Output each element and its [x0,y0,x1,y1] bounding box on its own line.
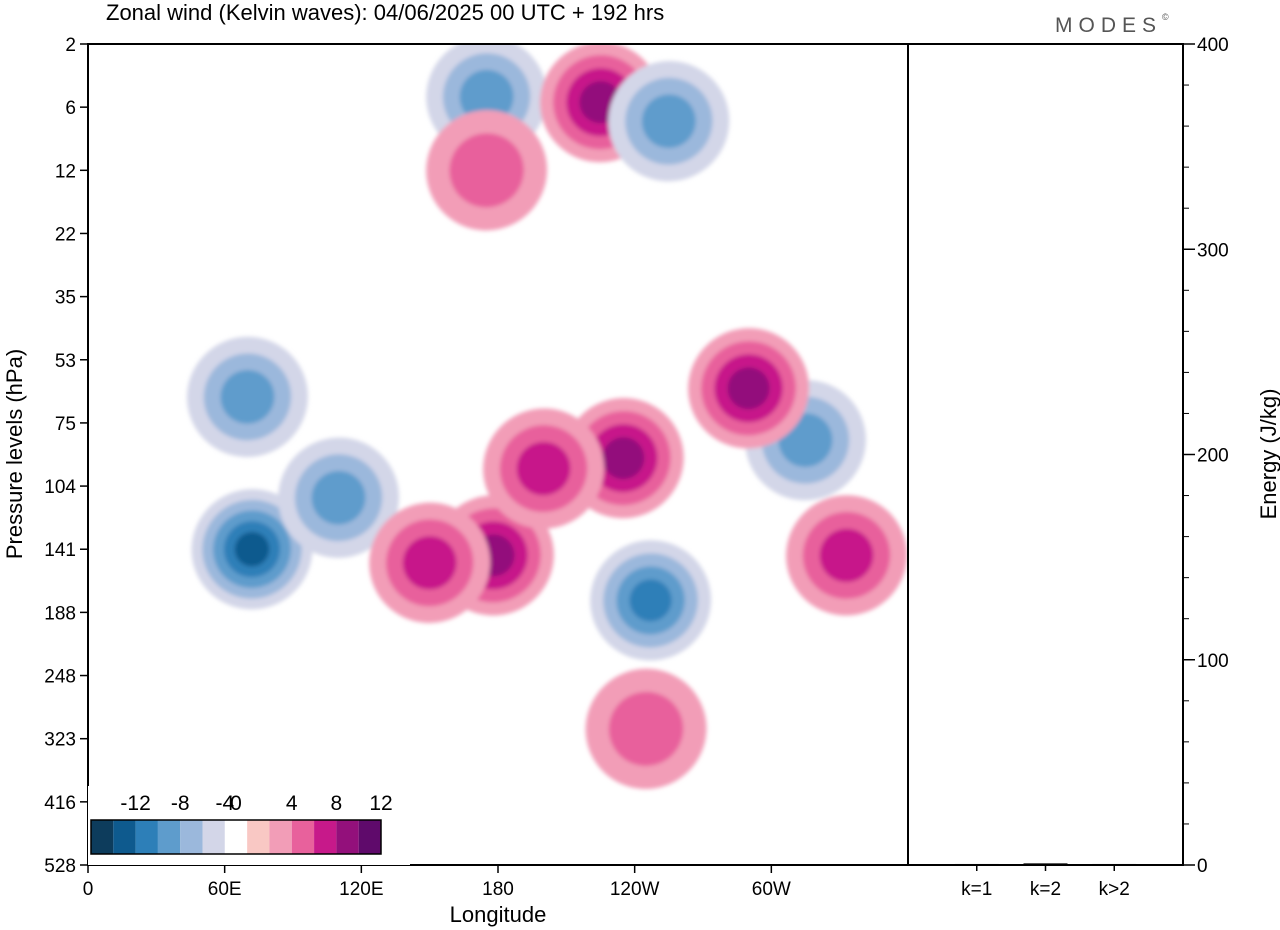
energy-tick-label: 0 [1197,856,1208,877]
energy-category-label: k=2 [1030,879,1061,900]
colorbar-label: 4 [286,792,298,815]
y-tick-label: 141 [44,540,76,561]
colorbar-swatch [157,820,181,854]
x-tick-label: 120E [339,879,383,900]
svg-text:MODES©: MODES© [1055,12,1169,37]
brand-logo: MODES [1055,14,1162,37]
wave-contour [819,528,874,583]
wave-contour [311,470,366,525]
y-tick-label: 323 [44,730,76,751]
y-tick-label: 416 [44,793,76,814]
y-axis: 2 6 12 22 35 53 75 104 141 188 248 323 416 528 [44,35,88,877]
colorbar-swatch [224,820,248,854]
energy-tick-label: 400 [1197,35,1229,56]
wave-contour [459,69,514,124]
y-tick-label: 53 [55,351,76,372]
y-tick-label: 22 [55,224,76,245]
colorbar-label: 12 [369,792,392,815]
y-tick-label: 2 [65,35,76,56]
colorbar-swatch [202,820,225,854]
wave-contour [402,536,457,590]
brand-mark: © [1162,12,1169,22]
x-tick-label: 0 [83,879,94,900]
wave-contour [608,691,684,766]
y-tick-label: 35 [55,288,76,309]
colorbar-swatch [135,820,158,854]
colorbar-label: -4 [216,792,235,815]
wave-contour [641,94,696,148]
x-axis-label: Longitude [450,902,547,927]
colorbar-label: -12 [120,792,150,815]
wave-contour [234,532,270,567]
x-axis: 0 60E 120E 180 120W 60W [83,865,791,900]
y-axis-label: Pressure levels (hPa) [2,349,27,559]
colorbar-swatch [113,820,136,854]
colorbar-swatch [269,820,292,854]
y-tick-label: 12 [55,161,76,182]
colorbar-frame [90,819,382,855]
energy-bar [954,863,999,866]
chart-title: Zonal wind (Kelvin waves): 04/06/2025 00… [106,0,664,25]
colorbar-swatch [336,820,359,854]
energy-category-label: k=1 [961,879,992,900]
colorbar: -12 -8 -40 4 8 12 [88,786,410,865]
colorbar-label: 8 [331,792,343,815]
y-tick-label: 75 [55,414,76,435]
energy-axis-label: Energy (J/kg) [1256,389,1280,520]
wave-contour [449,133,524,208]
colorbar-label: -8 [171,792,190,815]
y-tick-label: 104 [44,477,76,498]
wave-contour [629,579,672,622]
energy-plot-frame [907,43,1184,866]
energy-tick-label: 100 [1197,651,1229,672]
energy-axis: 0 100 200 300 400 [1183,35,1229,877]
x-tick-label: 180 [482,879,514,900]
y-tick-label: 6 [65,98,76,119]
y-tick-label: 248 [44,667,76,688]
y-tick-label: 528 [44,856,76,877]
wave-contour [220,370,275,424]
x-tick-label: 120W [610,879,660,900]
colorbar-swatch [314,820,337,854]
colorbar-swatch [180,820,203,854]
colorbar-swatch [358,820,381,854]
wave-contour [516,441,571,496]
energy-tick-label: 200 [1197,446,1229,467]
colorbar-swatch [291,820,315,854]
x-tick-label: 60E [208,879,242,900]
energy-bar [1092,863,1137,866]
energy-bars: k=1 k=2 k>2 [954,863,1137,900]
colorbar-swatch [247,820,270,854]
wave-contour [602,437,645,480]
colorbar-label: 0 [230,792,242,815]
energy-tick-label: 300 [1197,240,1229,261]
wave-contour [727,367,770,410]
contour-field [187,44,907,790]
x-tick-label: 60W [752,879,791,900]
colorbar-swatch [91,820,114,854]
energy-category-label: k>2 [1099,879,1130,900]
energy-bar [1023,863,1068,865]
y-tick-label: 188 [44,603,76,624]
